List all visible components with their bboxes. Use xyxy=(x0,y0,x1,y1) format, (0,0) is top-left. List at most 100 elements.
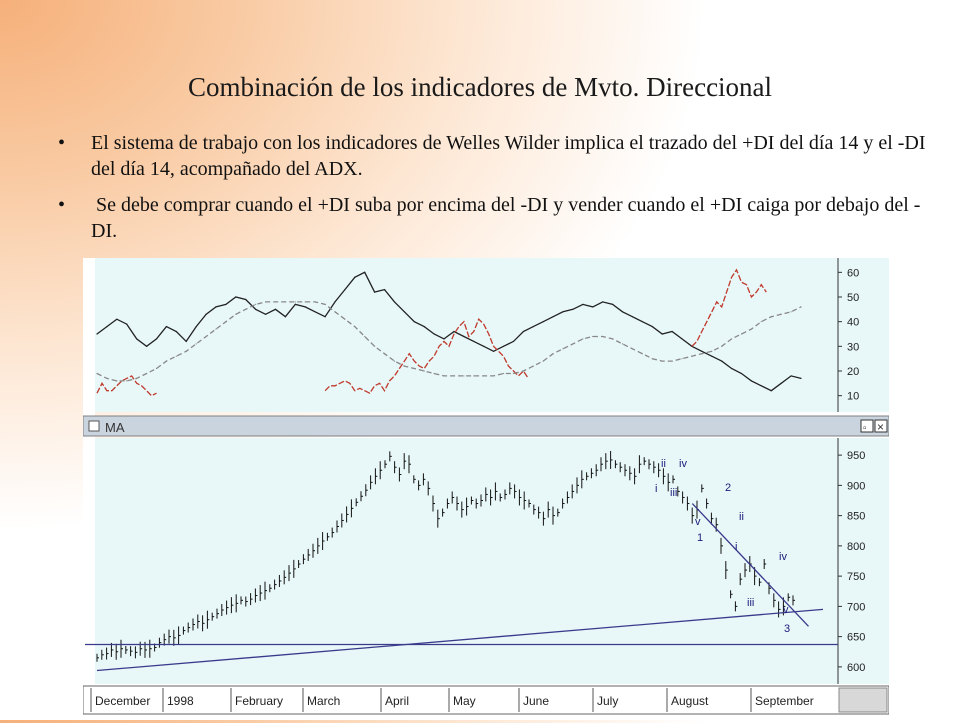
minus_di-point xyxy=(116,318,118,320)
x-axis-bar xyxy=(82,685,890,715)
minus_di-point xyxy=(264,313,267,315)
price-tick-label: 600 xyxy=(847,662,865,674)
x-tick-label: September xyxy=(755,694,814,708)
trendline xyxy=(96,608,824,672)
minus_di-point xyxy=(155,338,158,340)
adx-point xyxy=(701,353,703,355)
adx-point xyxy=(641,353,643,355)
minus_di-point xyxy=(304,306,306,308)
minus_di-point xyxy=(721,360,723,362)
adx-point xyxy=(730,338,733,340)
scroll-stub[interactable] xyxy=(838,687,888,713)
adx-point xyxy=(264,301,267,303)
minus_di-point xyxy=(195,326,197,328)
minus_di-point xyxy=(165,326,168,328)
wave-label: i xyxy=(655,483,657,495)
minus_di-point xyxy=(364,271,366,273)
adx-point xyxy=(393,360,396,362)
price-tick-label: 750 xyxy=(847,571,865,583)
trendline xyxy=(691,503,809,627)
minus_di-point xyxy=(572,308,574,310)
minus_di-point xyxy=(671,330,673,333)
minus_di-point xyxy=(760,385,762,387)
adx-point xyxy=(721,345,723,347)
adx-line xyxy=(96,301,802,382)
minus_di-point xyxy=(225,303,227,305)
close-button[interactable]: × xyxy=(874,419,888,434)
di-tick-label: 50 xyxy=(847,292,859,304)
adx-point xyxy=(443,375,445,377)
adx-point xyxy=(304,301,306,303)
x-tick-label: August xyxy=(671,694,709,708)
adx-point xyxy=(493,375,495,377)
minus_di-point xyxy=(681,338,683,340)
adx-point xyxy=(651,358,653,360)
adx-point xyxy=(433,372,435,375)
adx-point xyxy=(522,370,524,372)
bullet-list: • El sistema de trabajo con los indicado… xyxy=(58,130,938,254)
adx-point xyxy=(344,318,346,320)
price-tick-label: 800 xyxy=(847,541,865,553)
price-tick-label: 650 xyxy=(847,632,865,644)
minus_di-point xyxy=(215,306,217,308)
bullet-glyph: • xyxy=(58,194,66,216)
bullet-text: Se debe comprar cuando el +DI suba por e… xyxy=(91,194,921,242)
adx-point xyxy=(225,321,227,323)
minus_di-point xyxy=(790,375,792,377)
adx-point xyxy=(542,360,544,362)
x-axis: December 1998 February March April May June Jul… xyxy=(90,688,814,712)
adx-point xyxy=(631,348,634,350)
adx-point xyxy=(195,343,197,345)
di-tick-label: 40 xyxy=(847,317,859,329)
adx-point xyxy=(126,380,128,382)
minus_di-point xyxy=(334,301,336,303)
minus_di-point xyxy=(493,350,495,352)
bullet-item: • El sistema de trabajo con los indicado… xyxy=(58,130,938,182)
minus_di-point xyxy=(274,308,277,310)
minimize-icon: ▫ xyxy=(863,423,867,434)
minimize-button[interactable]: ▫ xyxy=(860,419,874,434)
adx-point xyxy=(116,380,118,382)
adx-point xyxy=(374,345,376,347)
minus_di-point xyxy=(750,380,753,382)
di-panel xyxy=(83,258,889,412)
adx-point xyxy=(582,338,584,340)
adx-point xyxy=(790,311,792,313)
minus_di-point xyxy=(532,326,534,328)
adx-point xyxy=(165,360,168,362)
adx-point xyxy=(671,360,673,362)
price-tick-label: 950 xyxy=(847,450,865,462)
minus_di-point xyxy=(483,345,485,347)
x-tick-label: July xyxy=(597,694,618,708)
price-left-border xyxy=(83,438,95,718)
adx-point xyxy=(502,372,505,375)
slide-title: Combinación de los indicadores de Mvto. … xyxy=(187,72,773,102)
adx-point xyxy=(602,335,604,338)
x-tick-label: December xyxy=(95,694,150,708)
x-tick-label: April xyxy=(385,694,409,708)
wave-label: 2 xyxy=(725,482,731,494)
adx-point xyxy=(354,326,356,328)
bullet-text: El sistema de trabajo con los indicadore… xyxy=(91,132,926,180)
minus_di-point xyxy=(354,276,356,278)
adx-point xyxy=(423,370,425,372)
minus_di-point xyxy=(245,298,247,301)
minus_di-point xyxy=(403,311,405,313)
adx-point xyxy=(800,306,802,308)
minus_di-point xyxy=(602,301,604,303)
minus_di-point xyxy=(641,321,643,323)
di-tick-label: 20 xyxy=(847,366,859,378)
adx-point xyxy=(255,303,257,305)
minus_di-point xyxy=(106,326,108,328)
minus_di-point xyxy=(423,326,425,328)
wave-label: 3 xyxy=(784,623,790,635)
adx-point xyxy=(136,377,138,379)
adx-point xyxy=(413,367,415,370)
minus_di-point xyxy=(661,333,663,335)
minus_di-point xyxy=(185,340,187,342)
wave-label: ii xyxy=(661,458,666,470)
adx-point xyxy=(185,350,187,352)
window-titlebar xyxy=(82,415,890,437)
